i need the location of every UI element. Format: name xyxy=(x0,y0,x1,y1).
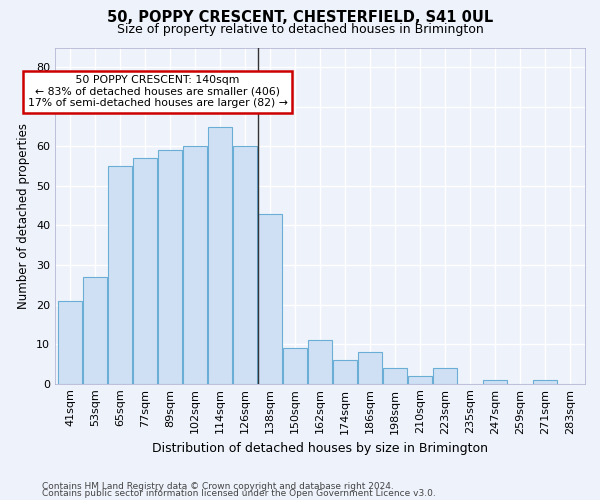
X-axis label: Distribution of detached houses by size in Brimington: Distribution of detached houses by size … xyxy=(152,442,488,455)
Text: 50 POPPY CRESCENT: 140sqm   
← 83% of detached houses are smaller (406)
17% of s: 50 POPPY CRESCENT: 140sqm ← 83% of detac… xyxy=(28,75,287,108)
Text: 50, POPPY CRESCENT, CHESTERFIELD, S41 0UL: 50, POPPY CRESCENT, CHESTERFIELD, S41 0U… xyxy=(107,10,493,25)
Bar xyxy=(358,352,382,384)
Bar xyxy=(383,368,407,384)
Bar xyxy=(258,214,282,384)
Bar xyxy=(333,360,357,384)
Text: Size of property relative to detached houses in Brimington: Size of property relative to detached ho… xyxy=(116,22,484,36)
Bar xyxy=(308,340,332,384)
Bar xyxy=(183,146,207,384)
Bar xyxy=(408,376,432,384)
Bar xyxy=(483,380,507,384)
Bar xyxy=(158,150,182,384)
Bar xyxy=(83,277,107,384)
Bar xyxy=(208,126,232,384)
Bar xyxy=(283,348,307,384)
Bar xyxy=(433,368,457,384)
Text: Contains HM Land Registry data © Crown copyright and database right 2024.: Contains HM Land Registry data © Crown c… xyxy=(42,482,394,491)
Bar xyxy=(233,146,257,384)
Bar xyxy=(58,300,82,384)
Bar xyxy=(533,380,557,384)
Bar xyxy=(108,166,132,384)
Text: Contains public sector information licensed under the Open Government Licence v3: Contains public sector information licen… xyxy=(42,489,436,498)
Bar xyxy=(133,158,157,384)
Y-axis label: Number of detached properties: Number of detached properties xyxy=(17,122,31,308)
